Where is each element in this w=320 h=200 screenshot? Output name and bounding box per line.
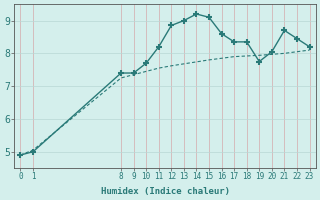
X-axis label: Humidex (Indice chaleur): Humidex (Indice chaleur) [100, 187, 229, 196]
